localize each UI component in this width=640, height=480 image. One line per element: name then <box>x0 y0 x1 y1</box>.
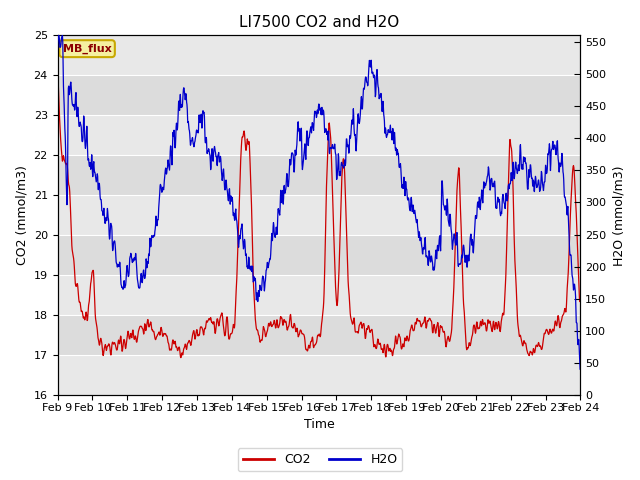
Bar <box>58 355 580 395</box>
X-axis label: Time: Time <box>303 419 334 432</box>
Y-axis label: H2O (mmol/m3): H2O (mmol/m3) <box>612 165 625 265</box>
Y-axis label: CO2 (mmol/m3): CO2 (mmol/m3) <box>15 165 28 265</box>
Text: MB_flux: MB_flux <box>63 44 111 54</box>
Title: LI7500 CO2 and H2O: LI7500 CO2 and H2O <box>239 15 399 30</box>
Legend: CO2, H2O: CO2, H2O <box>237 448 403 471</box>
Bar <box>58 115 580 156</box>
Bar <box>58 195 580 235</box>
Bar <box>58 36 580 75</box>
Bar <box>58 275 580 315</box>
